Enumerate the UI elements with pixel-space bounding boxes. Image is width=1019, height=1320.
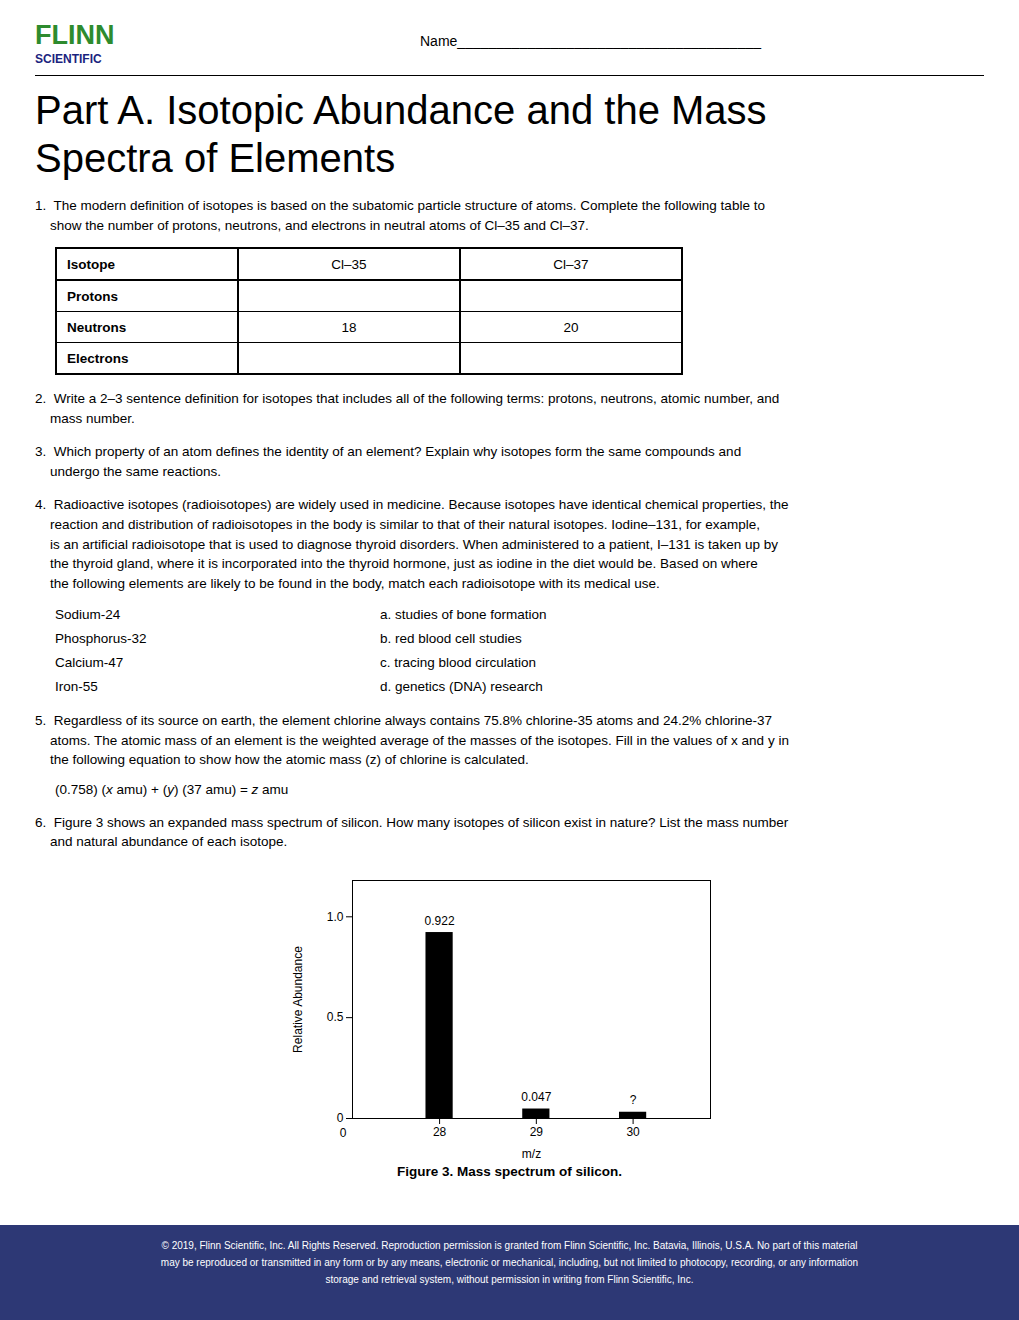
html-text:Electrons: Electrons (67, 350, 129, 366)
html-text:SCIENTIFIC: SCIENTIFIC (35, 52, 102, 66)
html-text:6. Figure 3 shows an expanded: 6. Figure 3 shows an expanded mass spect… (35, 814, 789, 850)
svg-text:m/z: m/z (521, 1147, 540, 1161)
html-text:(0.758) (x amu) + (y) (37 amu): (0.758) (x amu) + (y) (37 amu) = z amu (55, 781, 289, 797)
html-text:Cl–35: Cl–35 (331, 256, 367, 272)
html-text:Figure 3. Mass spectrum of sil: Figure 3. Mass spectrum of silicon. (397, 1164, 622, 1179)
html-text:Protons: Protons (67, 288, 118, 304)
html-text:Name__________________________: Name____________________________________… (420, 33, 761, 49)
html-text:b. red blood cell studies: b. red blood cell studies (380, 631, 522, 647)
html-text:5. Regardless of its source on: 5. Regardless of its source on earth, th… (35, 713, 789, 768)
html-text:Isotope: Isotope (67, 256, 115, 272)
svg-text:0: 0 (336, 1111, 343, 1125)
html-text:© 2019, Flinn Scientific, Inc.: © 2019, Flinn Scientific, Inc. All Right… (160, 1240, 859, 1285)
html-text:Part A. Isotopic Abundance and: Part A. Isotopic Abundance and the Mass … (35, 88, 767, 180)
svg-text:?: ? (629, 1093, 636, 1107)
html-text:Calcium-47: Calcium-47 (55, 655, 124, 671)
html-text:Sodium-24: Sodium-24 (55, 607, 121, 623)
html-text:FLINN: FLINN (35, 20, 115, 50)
html-text:1. The modern definition of is: 1. The modern definition of isotopes is … (35, 198, 765, 233)
html-text:3. Which property of an atom d: 3. Which property of an atom defines the… (35, 444, 742, 479)
html-text:c. tracing blood circulation: c. tracing blood circulation (380, 655, 537, 671)
html-text:Neutrons: Neutrons (67, 319, 127, 335)
html-text:4. Radioactive isotopes (radio: 4. Radioactive isotopes (radioisotopes) … (35, 497, 789, 591)
html-text:20: 20 (563, 319, 579, 335)
svg-text:0: 0 (339, 1126, 346, 1140)
html-text:18: 18 (341, 319, 357, 335)
svg-text:0.5: 0.5 (326, 1010, 343, 1024)
html-text:a. studies of bone formation: a. studies of bone formation (380, 607, 547, 623)
html-text:2. Write a 2–3 sentence defini: 2. Write a 2–3 sentence definition for i… (35, 391, 780, 426)
svg-text:0.047: 0.047 (521, 1090, 551, 1104)
svg-text:Relative Abundance: Relative Abundance (291, 946, 305, 1053)
svg-text:29: 29 (529, 1125, 543, 1139)
html-text:Phosphorus-32: Phosphorus-32 (55, 631, 147, 647)
svg-text:30: 30 (626, 1125, 640, 1139)
svg-text:1.0: 1.0 (326, 910, 343, 924)
svg-text:28: 28 (432, 1125, 446, 1139)
html-text:Cl–37: Cl–37 (553, 256, 589, 272)
html-text:d. genetics (DNA) research: d. genetics (DNA) research (380, 679, 543, 695)
html-text:Iron-55: Iron-55 (55, 679, 98, 695)
svg-text:0.922: 0.922 (424, 914, 454, 928)
